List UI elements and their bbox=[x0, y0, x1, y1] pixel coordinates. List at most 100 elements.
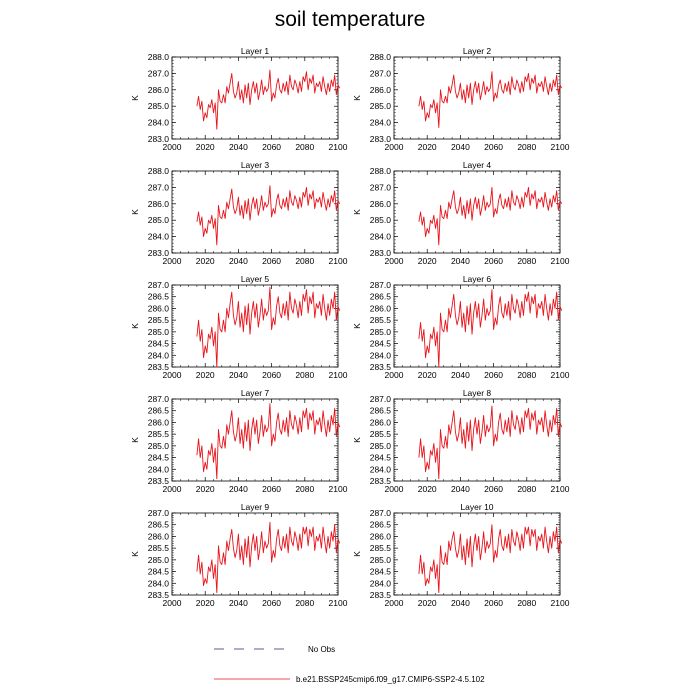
x-tick-label: 2060 bbox=[484, 256, 503, 266]
x-tick-label: 2100 bbox=[329, 484, 348, 494]
y-axis-label: K bbox=[130, 209, 140, 215]
y-tick-label: 285.0 bbox=[148, 215, 170, 225]
x-tick-label: 2040 bbox=[229, 142, 248, 152]
series-line bbox=[196, 403, 341, 480]
y-tick-label: 287.0 bbox=[370, 508, 392, 518]
y-tick-label: 284.5 bbox=[148, 567, 170, 577]
y-tick-label: 285.0 bbox=[370, 327, 392, 337]
x-tick-label: 2060 bbox=[262, 256, 281, 266]
x-tick-label: 2100 bbox=[551, 484, 570, 494]
x-tick-label: 2040 bbox=[451, 256, 470, 266]
chart-panel: Layer 10 K 2000 2020 2040 2060 2080 2100 283.5 28… bbox=[352, 502, 570, 608]
x-tick-label: 2020 bbox=[196, 256, 215, 266]
x-tick-label: 2000 bbox=[163, 256, 182, 266]
x-tick-label: 2000 bbox=[163, 484, 182, 494]
y-tick-label: 283.5 bbox=[370, 590, 392, 600]
x-tick-label: 2020 bbox=[196, 598, 215, 608]
x-tick-label: 2060 bbox=[484, 142, 503, 152]
x-tick-label: 2020 bbox=[418, 142, 437, 152]
y-tick-label: 283.0 bbox=[148, 248, 170, 258]
series-line bbox=[418, 186, 563, 246]
y-tick-label: 285.5 bbox=[148, 315, 170, 325]
y-tick-label: 285.0 bbox=[148, 555, 170, 565]
panel-title: Layer 5 bbox=[241, 274, 270, 284]
x-tick-label: 2040 bbox=[451, 370, 470, 380]
plot-frame bbox=[393, 170, 561, 254]
y-tick-label: 285.5 bbox=[370, 315, 392, 325]
x-tick-label: 2020 bbox=[418, 484, 437, 494]
y-tick-label: 283.5 bbox=[148, 590, 170, 600]
chart-panel: Layer 3 K 2000 2020 2040 2060 2080 2100 283.0 284… bbox=[130, 160, 348, 266]
y-tick-label: 286.0 bbox=[148, 199, 170, 209]
y-tick-label: 287.0 bbox=[370, 182, 392, 192]
y-tick-label: 283.5 bbox=[148, 362, 170, 372]
y-tick-label: 287.0 bbox=[148, 68, 170, 78]
x-tick-label: 2000 bbox=[385, 370, 404, 380]
x-tick-label: 2020 bbox=[196, 370, 215, 380]
y-tick-label: 286.5 bbox=[148, 406, 170, 416]
x-tick-label: 2080 bbox=[295, 598, 314, 608]
y-tick-label: 284.0 bbox=[370, 118, 392, 128]
y-tick-label: 287.0 bbox=[370, 280, 392, 290]
x-tick-label: 2060 bbox=[484, 598, 503, 608]
x-tick-label: 2060 bbox=[262, 484, 281, 494]
x-tick-label: 2000 bbox=[163, 142, 182, 152]
y-axis-label: K bbox=[352, 323, 362, 329]
x-tick-label: 2020 bbox=[418, 256, 437, 266]
y-tick-label: 283.5 bbox=[370, 476, 392, 486]
y-axis-label: K bbox=[130, 95, 140, 101]
y-axis-label: K bbox=[352, 437, 362, 443]
x-tick-label: 2060 bbox=[484, 370, 503, 380]
y-tick-label: 285.0 bbox=[370, 555, 392, 565]
chart-panel: Layer 6 K 2000 2020 2040 2060 2080 2100 283.5 284… bbox=[352, 274, 570, 380]
y-tick-label: 285.5 bbox=[148, 543, 170, 553]
chart-panel: Layer 4 K 2000 2020 2040 2060 2080 2100 283.0 284… bbox=[352, 160, 570, 266]
x-tick-label: 2080 bbox=[295, 484, 314, 494]
y-tick-label: 284.5 bbox=[370, 567, 392, 577]
x-tick-label: 2000 bbox=[385, 142, 404, 152]
y-tick-label: 286.0 bbox=[148, 303, 170, 313]
y-tick-label: 285.5 bbox=[148, 429, 170, 439]
x-tick-label: 2020 bbox=[418, 370, 437, 380]
legend-obs-label: No Obs bbox=[308, 645, 335, 654]
y-tick-label: 284.5 bbox=[370, 453, 392, 463]
x-tick-label: 2100 bbox=[329, 370, 348, 380]
y-tick-label: 288.0 bbox=[370, 166, 392, 176]
plot-frame bbox=[393, 512, 561, 596]
x-tick-label: 2040 bbox=[229, 370, 248, 380]
y-tick-label: 288.0 bbox=[370, 52, 392, 62]
legend: No Obs b.e21.BSSP245cmip6.f09_g17.CMIP6-… bbox=[214, 645, 485, 684]
panel-title: Layer 7 bbox=[241, 388, 270, 398]
x-tick-label: 2000 bbox=[385, 256, 404, 266]
y-axis-label: K bbox=[130, 323, 140, 329]
y-tick-label: 286.5 bbox=[370, 406, 392, 416]
x-tick-label: 2100 bbox=[329, 256, 348, 266]
x-tick-label: 2040 bbox=[451, 598, 470, 608]
y-tick-label: 285.5 bbox=[370, 543, 392, 553]
x-tick-label: 2080 bbox=[517, 142, 536, 152]
y-tick-label: 287.0 bbox=[148, 182, 170, 192]
x-tick-label: 2000 bbox=[385, 484, 404, 494]
panel-title: Layer 6 bbox=[463, 274, 492, 284]
x-tick-label: 2100 bbox=[551, 256, 570, 266]
x-tick-label: 2000 bbox=[163, 370, 182, 380]
x-tick-label: 2080 bbox=[295, 142, 314, 152]
y-tick-label: 284.0 bbox=[148, 464, 170, 474]
panel-title: Layer 4 bbox=[463, 160, 492, 170]
x-tick-label: 2000 bbox=[385, 598, 404, 608]
x-tick-label: 2100 bbox=[551, 598, 570, 608]
plot-frame bbox=[393, 56, 561, 140]
x-tick-label: 2000 bbox=[163, 598, 182, 608]
y-tick-label: 284.5 bbox=[370, 339, 392, 349]
plot-frame bbox=[171, 56, 339, 140]
y-tick-label: 286.0 bbox=[148, 85, 170, 95]
y-axis-label: K bbox=[130, 437, 140, 443]
y-tick-label: 286.0 bbox=[370, 417, 392, 427]
y-tick-label: 284.0 bbox=[370, 350, 392, 360]
y-tick-label: 286.5 bbox=[148, 292, 170, 302]
y-tick-label: 284.5 bbox=[148, 453, 170, 463]
x-tick-label: 2100 bbox=[551, 142, 570, 152]
y-tick-label: 287.0 bbox=[148, 280, 170, 290]
y-tick-label: 286.5 bbox=[148, 520, 170, 530]
